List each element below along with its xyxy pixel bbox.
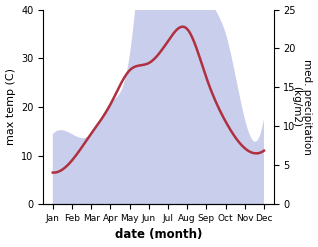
Y-axis label: max temp (C): max temp (C) [5, 68, 16, 145]
X-axis label: date (month): date (month) [115, 228, 202, 242]
Y-axis label: med. precipitation
(kg/m2): med. precipitation (kg/m2) [291, 59, 313, 155]
